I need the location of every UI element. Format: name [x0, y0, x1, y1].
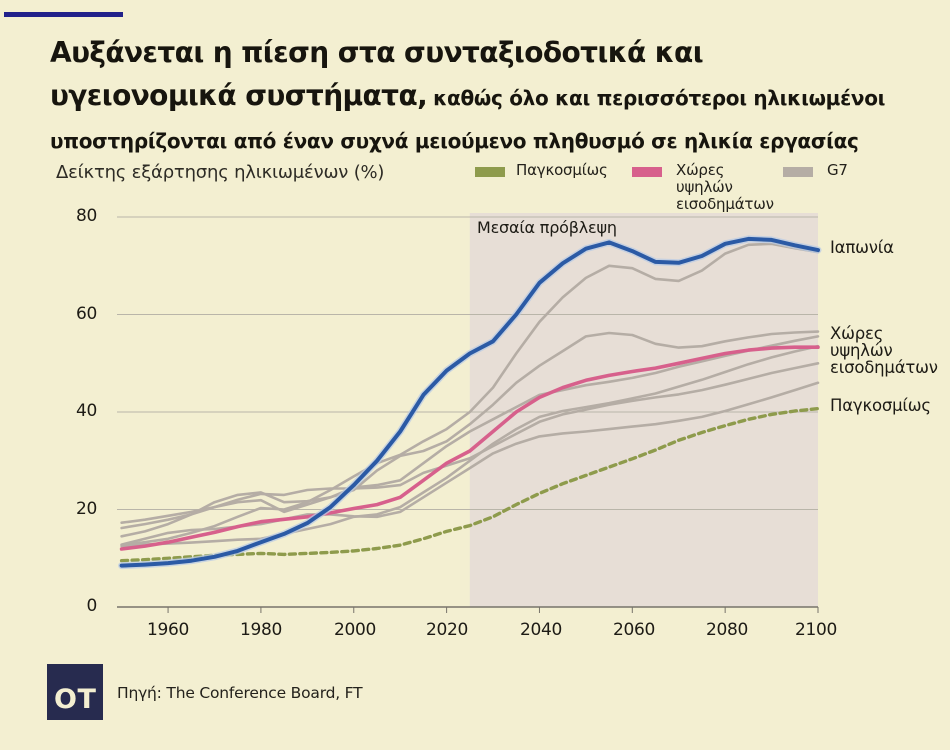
series-label-world: Παγκοσμίως	[830, 396, 931, 415]
legend-label-world: Παγκοσμίως	[516, 161, 608, 179]
x-tick-label-2100: 2100	[794, 620, 838, 640]
ot-logo: OT	[47, 664, 103, 720]
y-tick-label-80: 80	[75, 206, 97, 226]
series-line-g7-2	[120, 330, 820, 538]
ot-logo-text: OT	[54, 684, 97, 715]
series-line-g7-1	[120, 242, 820, 547]
legend-label-high-income: Χώρες υψηλών εισοδημάτων	[676, 161, 774, 213]
x-tick-label-2040: 2040	[519, 620, 563, 640]
y-tick-label-0: 0	[86, 596, 97, 616]
chart-title: Δείκτης εξάρτησης ηλικιωμένων (%)	[56, 162, 385, 183]
x-tick-label-1980: 1980	[239, 620, 283, 640]
forecast-band	[469, 213, 818, 607]
series-label-high-income: Χώρες υψηλών εισοδημάτων	[830, 324, 938, 377]
forecast-label: Μεσαία πρόβλεψη	[477, 218, 617, 237]
series-line-high-income	[119, 345, 820, 551]
y-tick-label-60: 60	[75, 304, 97, 324]
source-text: Πηγή: The Conference Board, FT	[117, 684, 363, 702]
legend-label-g7: G7	[827, 161, 848, 179]
x-tick-label-1960: 1960	[146, 620, 190, 640]
y-tick-label-40: 40	[75, 401, 97, 421]
x-tick-label-2060: 2060	[612, 620, 656, 640]
x-tick-label-2020: 2020	[425, 620, 469, 640]
title-line1: Αυξάνεται η πίεση στα συνταξιοδοτικά και	[50, 36, 704, 69]
legend-swatch-g7	[783, 167, 813, 177]
series-line-g7-4	[120, 344, 820, 548]
accent-bar	[4, 12, 123, 17]
series-line-g7-5	[120, 361, 820, 530]
x-tick-label-2000: 2000	[333, 620, 377, 640]
x-tick-label-2080: 2080	[705, 620, 749, 640]
page-title: Αυξάνεται η πίεση στα συνταξιοδοτικά και…	[50, 30, 932, 159]
series-line-japan	[119, 236, 820, 568]
title-line2-bold: υγειονομικά συστήματα,	[50, 78, 428, 112]
series-label-japan: Ιαπωνία	[830, 238, 894, 257]
legend-swatch-high-income	[632, 167, 662, 177]
y-tick-label-20: 20	[75, 499, 97, 519]
legend-swatch-world	[475, 167, 505, 177]
series-line-g7-3	[120, 335, 820, 525]
title-subtext: καθώς όλο και περισσότεροι ηλικιωμένοι υ…	[50, 85, 886, 153]
